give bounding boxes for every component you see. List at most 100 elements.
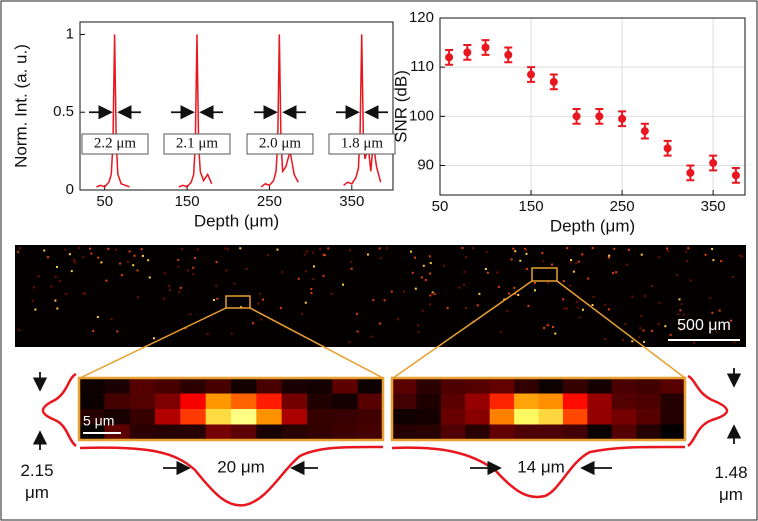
width-label: 20 μm xyxy=(217,457,265,476)
speckle xyxy=(461,247,464,250)
heat-cell xyxy=(611,424,637,441)
heat-cell xyxy=(332,424,359,441)
plot-frame xyxy=(439,17,746,196)
speckle xyxy=(240,306,243,309)
heat-cell xyxy=(587,424,613,441)
heat-cell xyxy=(104,393,131,410)
heat-cell xyxy=(636,409,662,425)
speckle xyxy=(304,301,307,304)
speckle xyxy=(128,250,131,253)
heat-cell xyxy=(660,378,686,394)
speckle xyxy=(420,276,423,279)
speckle xyxy=(310,288,313,291)
speckle xyxy=(239,247,242,250)
speckle xyxy=(330,292,333,295)
speckle xyxy=(552,325,555,328)
heat-cell xyxy=(256,378,283,394)
speckle xyxy=(476,304,479,307)
heat-cell xyxy=(587,393,613,410)
speckle xyxy=(565,307,568,310)
speckle xyxy=(310,292,313,295)
speckle xyxy=(527,304,530,307)
speckle xyxy=(322,274,325,277)
heat-cell xyxy=(611,378,637,394)
speckle xyxy=(543,327,546,330)
speckle xyxy=(390,290,393,293)
heat-cell xyxy=(465,378,491,394)
speckle xyxy=(658,256,661,259)
heat-cell xyxy=(180,393,207,410)
zoom-frame xyxy=(390,376,687,442)
speckle xyxy=(349,249,352,252)
heat-cell xyxy=(129,409,156,425)
speckle xyxy=(562,298,565,301)
speckle xyxy=(643,340,646,343)
speckle xyxy=(77,247,80,250)
speckle xyxy=(512,247,515,250)
speckle xyxy=(533,289,536,292)
speckle xyxy=(366,253,369,256)
speckle xyxy=(43,249,46,252)
heat-cell xyxy=(538,409,564,425)
speckle xyxy=(34,308,37,311)
heat-cell xyxy=(205,393,232,410)
heat-cell xyxy=(231,424,257,441)
heat-cell xyxy=(129,393,156,410)
heat-cell xyxy=(155,378,181,394)
speckle xyxy=(348,341,351,344)
heat-cell xyxy=(562,409,588,425)
speckle xyxy=(638,336,641,339)
speckle xyxy=(233,282,236,285)
speckle xyxy=(718,309,721,312)
speckle xyxy=(97,256,100,259)
annotation-box xyxy=(163,133,231,155)
heat-cell xyxy=(307,409,333,425)
heat-cell xyxy=(416,424,442,441)
speckle xyxy=(739,254,742,257)
speckle xyxy=(378,247,381,250)
heat-cell xyxy=(636,378,662,394)
heat-cell xyxy=(440,409,466,425)
speckle xyxy=(566,247,569,250)
speckle xyxy=(569,261,572,264)
speckle xyxy=(664,325,667,328)
heat-cell xyxy=(357,378,384,394)
plot-frame xyxy=(79,21,394,191)
speckle xyxy=(189,313,192,316)
speckle xyxy=(685,250,688,253)
width-label: 14 μm xyxy=(517,457,565,476)
speckle xyxy=(224,247,227,250)
speckle xyxy=(262,298,265,301)
speckle xyxy=(639,327,642,330)
y-tick-label: 0.5 xyxy=(53,103,74,120)
speckle xyxy=(650,284,653,287)
speckle xyxy=(432,292,435,295)
speckle xyxy=(546,324,549,327)
heat-cell xyxy=(489,424,515,441)
speckle xyxy=(107,247,110,250)
speckle xyxy=(577,260,580,263)
speckle xyxy=(631,340,634,343)
speckle xyxy=(715,330,718,333)
speckle xyxy=(431,291,434,294)
heat-cell xyxy=(129,378,156,394)
speckle xyxy=(569,284,572,287)
speckle xyxy=(541,252,544,255)
heat-cell xyxy=(489,393,515,410)
speckle xyxy=(206,333,209,336)
speckle xyxy=(644,295,647,298)
speckle xyxy=(327,247,330,250)
heat-cell xyxy=(332,378,359,394)
speckle xyxy=(631,295,634,298)
speckle xyxy=(446,307,449,310)
heat-cell xyxy=(104,409,131,425)
speckle xyxy=(411,271,414,274)
speckle xyxy=(666,247,669,250)
oct-image xyxy=(15,245,746,347)
point xyxy=(527,70,536,79)
speckle xyxy=(429,262,432,265)
zoom-right xyxy=(392,378,686,441)
speckle xyxy=(669,333,672,336)
speckle xyxy=(730,319,733,322)
